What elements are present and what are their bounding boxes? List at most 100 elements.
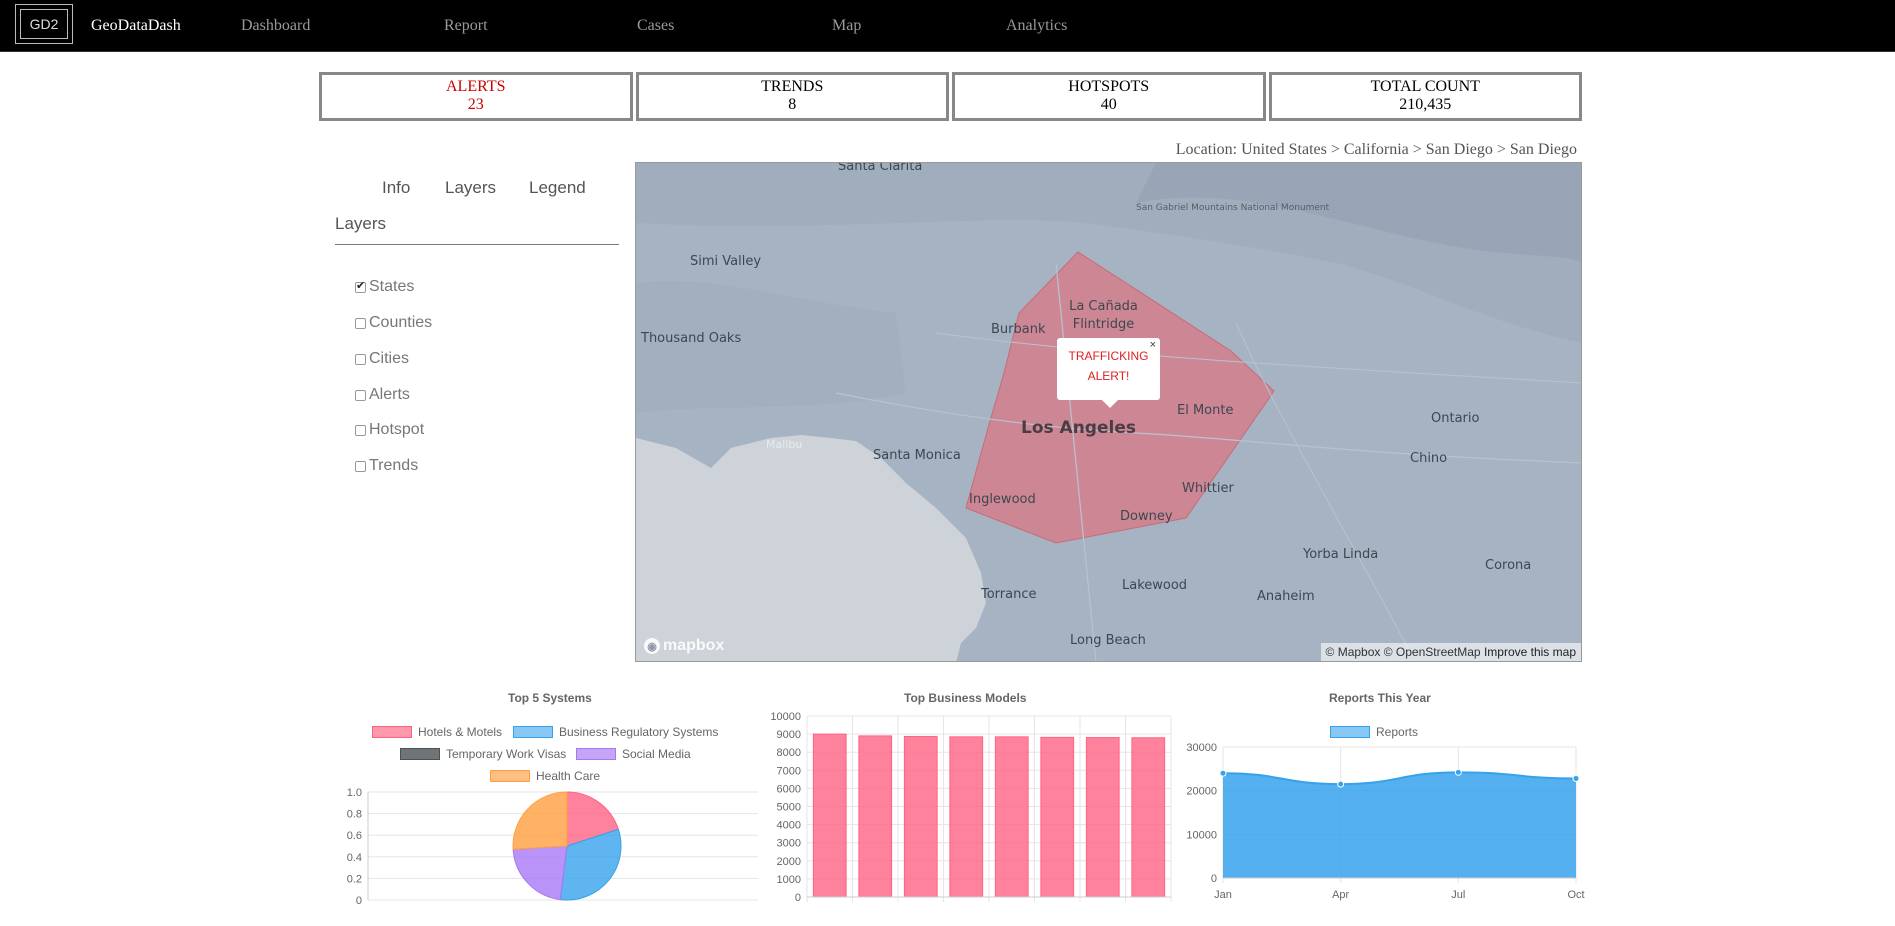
legend-label: Social Media <box>622 747 691 761</box>
map-label-downey: Downey <box>1120 509 1173 524</box>
y-tick-label: 1.0 <box>347 787 362 799</box>
tab-layers[interactable]: Layers <box>445 178 497 197</box>
close-icon[interactable]: × <box>1149 339 1156 351</box>
bar-chart: 1000090008000700060005000400030002000100… <box>770 711 1172 904</box>
legend-label: Hotels & Motels <box>418 725 503 739</box>
map-label-malibu: Malibu <box>766 438 803 451</box>
y-tick-label: 0.8 <box>347 809 362 821</box>
bar <box>949 736 984 898</box>
y-tick-label: 6000 <box>777 783 801 795</box>
map-label-burbank: Burbank <box>991 322 1046 337</box>
popup-line2: ALERT! <box>1087 369 1130 383</box>
layer-trends[interactable]: Trends <box>355 457 418 475</box>
mapbox-logo[interactable]: ◉ mapbox <box>644 637 724 655</box>
stat-total-count[interactable]: TOTAL COUNT 210,435 <box>1268 72 1582 121</box>
bar <box>858 735 893 898</box>
legend-item[interactable]: Health Care <box>490 769 600 783</box>
data-point <box>1572 774 1580 782</box>
map-label-thousand-oaks: Thousand Oaks <box>641 331 742 346</box>
nav-cases[interactable]: Cases <box>637 17 675 34</box>
nav-map[interactable]: Map <box>832 17 862 34</box>
logo[interactable]: GD2 <box>15 4 73 44</box>
layer-alerts[interactable]: Alerts <box>355 386 410 404</box>
layer-label: Hotspot <box>369 421 425 438</box>
stat-value: 210,435 <box>1399 96 1452 113</box>
chart-title: Top Business Models <box>904 691 1027 705</box>
legend-item[interactable]: Social Media <box>576 747 691 761</box>
map-label-chino: Chino <box>1410 451 1448 466</box>
map-view[interactable]: Santa Clarita San Gabriel Mountains Nati… <box>635 162 1582 662</box>
counties-checkbox[interactable] <box>355 317 366 329</box>
top-navbar: GD2 GeoDataDash Dashboard Report Cases M… <box>0 0 1895 52</box>
map-label-simi-valley: Simi Valley <box>690 254 762 269</box>
legend-label: Health Care <box>536 769 601 783</box>
location-breadcrumb: Location: United States > California > S… <box>1175 141 1577 158</box>
map-label-santa-monica: Santa Monica <box>873 448 961 463</box>
stat-value: 8 <box>788 96 797 113</box>
map-label-lakewood: Lakewood <box>1122 578 1188 593</box>
nav-report[interactable]: Report <box>444 17 488 34</box>
y-tick-label: 0.4 <box>347 852 362 864</box>
improve-map-link[interactable]: Improve this map <box>1483 645 1576 659</box>
y-tick-label: 2000 <box>777 856 801 868</box>
area-chart: 30000 20000 10000 0 Jan Apr Jul Oct <box>1186 742 1584 901</box>
layer-hotspot[interactable]: Hotspot <box>355 421 424 439</box>
alert-popup[interactable]: × TRAFFICKING ALERT! <box>1057 338 1160 408</box>
y-tick-label: 0 <box>795 892 801 904</box>
layer-label: Cities <box>369 350 410 367</box>
layer-label: Trends <box>369 457 419 474</box>
x-tick-label: Jul <box>1451 889 1465 901</box>
map-label-long-beach: Long Beach <box>1070 633 1146 648</box>
layer-counties[interactable]: Counties <box>355 314 432 332</box>
map-label-ontario: Ontario <box>1431 411 1480 426</box>
legend-item[interactable]: Reports <box>1330 725 1418 739</box>
stat-trends[interactable]: TRENDS 8 <box>635 72 949 121</box>
stat-label: TRENDS <box>761 78 824 95</box>
data-point <box>1219 769 1227 777</box>
legend-item[interactable]: Business Regulatory Systems <box>513 725 718 739</box>
cities-checkbox[interactable] <box>355 353 366 365</box>
data-point <box>1337 780 1345 788</box>
map-label-yorba-linda: Yorba Linda <box>1303 547 1379 562</box>
nav-analytics[interactable]: Analytics <box>1006 17 1068 34</box>
bar <box>1085 737 1120 898</box>
y-tick-label: 0 <box>1211 873 1217 885</box>
layer-label: States <box>369 278 415 295</box>
stat-hotspots[interactable]: HOTSPOTS 40 <box>952 72 1266 121</box>
states-checkbox[interactable] <box>355 279 366 293</box>
x-tick-label: Apr <box>1332 889 1349 901</box>
map-label-los-angeles: Los Angeles <box>1021 418 1136 438</box>
y-tick-label: 9000 <box>777 729 801 741</box>
legend-swatch <box>576 748 616 760</box>
legend-item[interactable]: Hotels & Motels <box>372 725 502 739</box>
stat-label: TOTAL COUNT <box>1370 78 1480 95</box>
nav-dashboard[interactable]: Dashboard <box>241 17 311 34</box>
x-tick-label: Jan <box>1214 889 1232 901</box>
map-label-la-canada: La Cañada Flintridge <box>1069 299 1138 332</box>
attribution-text[interactable]: © Mapbox © OpenStreetMap <box>1325 645 1481 659</box>
y-tick-label: 1000 <box>777 874 801 886</box>
data-point <box>1454 768 1462 776</box>
alerts-checkbox[interactable] <box>355 389 366 401</box>
y-tick-label: 0.6 <box>347 830 362 842</box>
layer-states[interactable]: States <box>355 278 414 296</box>
legend-label: Reports <box>1376 725 1419 739</box>
chart-title: Top 5 Systems <box>508 691 592 705</box>
legend-swatch <box>490 770 530 782</box>
tab-info[interactable]: Info <box>382 178 411 197</box>
legend-label: Business Regulatory Systems <box>559 725 719 739</box>
legend-item[interactable]: Temporary Work Visas <box>400 747 566 761</box>
tab-legend[interactable]: Legend <box>529 178 586 197</box>
mapbox-logo-text: mapbox <box>663 637 725 654</box>
trends-checkbox[interactable] <box>355 460 366 472</box>
legend-swatch <box>372 726 412 738</box>
layer-cities[interactable]: Cities <box>355 350 409 368</box>
y-tick-label: 0 <box>356 895 362 907</box>
chart-title: Reports This Year <box>1329 691 1431 705</box>
brand-title[interactable]: GeoDataDash <box>91 17 181 34</box>
layer-label: Counties <box>369 314 433 331</box>
stat-alerts[interactable]: ALERTS 23 <box>319 72 633 121</box>
bar <box>994 736 1029 898</box>
stat-label: ALERTS <box>446 78 506 95</box>
hotspot-checkbox[interactable] <box>355 424 366 436</box>
